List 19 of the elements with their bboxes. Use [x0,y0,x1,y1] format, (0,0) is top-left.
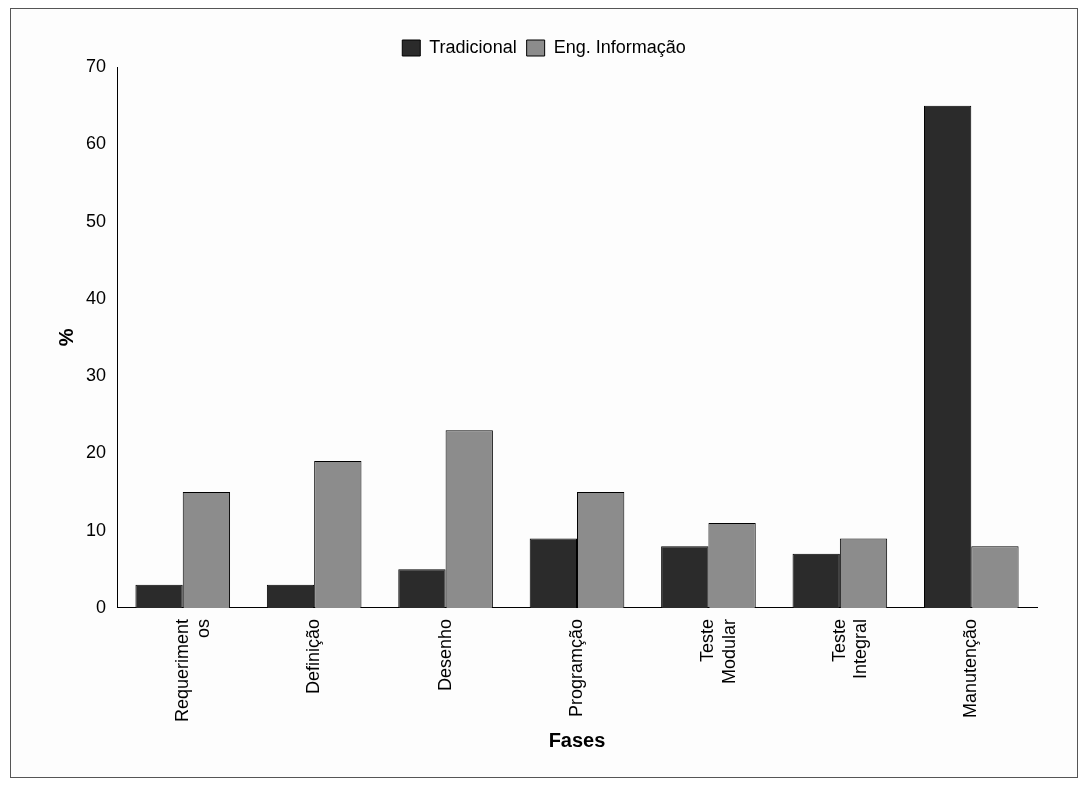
y-tick-label: 40 [85,287,107,308]
x-tick-label: Definição [303,618,324,694]
y-tick-label: 30 [85,365,107,386]
x-tick-label: Teste Integral [828,618,871,679]
x-tick-label: Desenho [434,618,455,692]
x-tick-label: Programção [565,618,586,717]
y-axis-title: % [54,328,77,347]
y-tick-label: 20 [85,442,107,463]
y-tick-label: 50 [85,210,107,231]
y-tick-label: 10 [85,519,107,540]
x-tick-label: Requeriment os [171,618,214,723]
x-tick-label: Manutenção [960,618,981,719]
legend-label: Tradicional [429,36,517,57]
y-tick-label: 0 [96,596,107,617]
legend-label: Eng. Informação [553,36,686,57]
x-tick-label: Teste Modular [697,618,740,684]
y-tick-label: 60 [85,133,107,154]
x-axis-title: Fases [548,728,606,751]
y-tick-label: 70 [85,55,107,76]
